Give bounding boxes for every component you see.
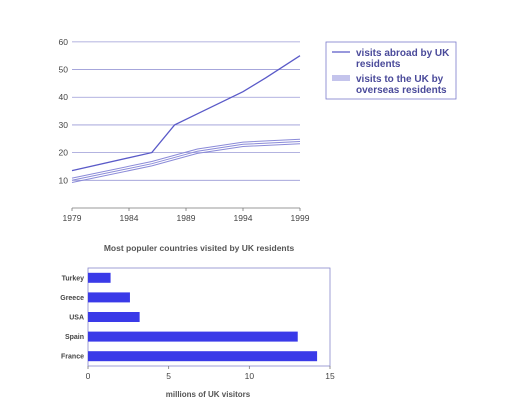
x-tick-label: 1989 xyxy=(177,213,196,223)
legend-label-1: visits to the UK by xyxy=(356,74,444,85)
y-tick-label: 30 xyxy=(59,120,69,130)
category-label: Greece xyxy=(60,295,84,302)
series-line-0 xyxy=(71,55,301,172)
series-line-1 xyxy=(71,141,301,181)
chart-title: Most populer countries visited by UK res… xyxy=(104,243,295,253)
bar-turkey xyxy=(88,272,111,283)
series-line-1 xyxy=(71,143,301,183)
category-label: France xyxy=(61,354,84,361)
x-tick-label: 15 xyxy=(325,371,335,381)
legend-box xyxy=(325,41,457,100)
y-tick-label: 40 xyxy=(59,92,69,102)
category-label: Spain xyxy=(65,334,84,341)
bar-usa xyxy=(88,312,140,322)
y-tick-label: 50 xyxy=(59,65,69,75)
y-tick-label: 20 xyxy=(59,148,69,158)
x-tick-label: 1979 xyxy=(63,213,82,223)
bar-france xyxy=(88,351,318,362)
bar-spain xyxy=(88,331,298,342)
y-tick-label: 60 xyxy=(59,37,69,47)
category-label: USA xyxy=(69,315,84,322)
legend-label-0: visits abroad by UK xyxy=(356,48,450,59)
x-tick-label: 1984 xyxy=(120,213,139,223)
series-line-1 xyxy=(71,138,301,179)
bar-greece xyxy=(88,292,130,303)
bar-chart: Most populer countries visited by UK res… xyxy=(60,243,335,399)
x-tick-label: 5 xyxy=(166,371,171,381)
y-tick-label: 10 xyxy=(59,175,69,185)
x-tick-label: 1999 xyxy=(291,213,310,223)
legend-label-1: overseas residents xyxy=(356,85,447,96)
x-axis-label: millions of UK visitors xyxy=(166,390,251,399)
line-chart: 10 20 30 40 50 60 1979 1984 1989 1994 1999 visits a… xyxy=(59,37,457,223)
x-tick-label: 10 xyxy=(245,371,255,381)
x-tick-label: 1994 xyxy=(234,213,253,223)
legend-label-0: residents xyxy=(356,59,401,70)
x-tick-label: 0 xyxy=(86,371,91,381)
category-label: Turkey xyxy=(62,275,85,282)
